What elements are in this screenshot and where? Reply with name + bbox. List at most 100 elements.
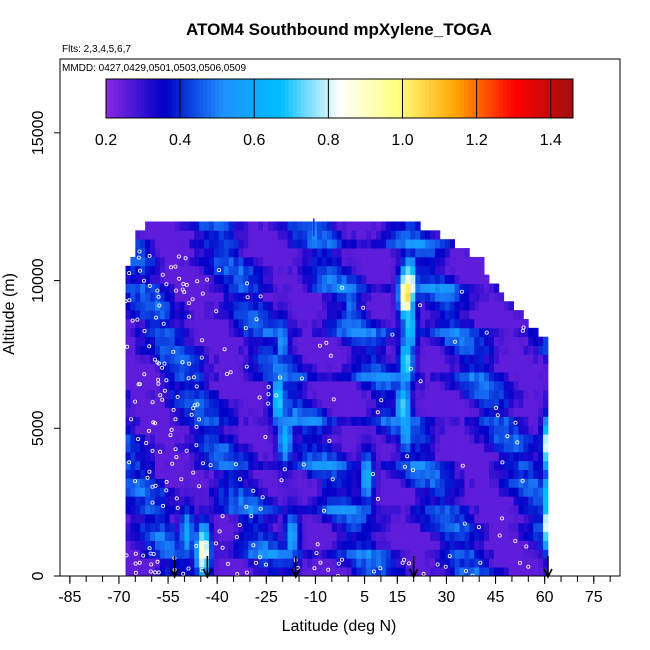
heat-cell	[420, 345, 426, 355]
heat-cell	[233, 487, 239, 497]
heat-cell	[351, 345, 357, 355]
heat-cell	[287, 292, 293, 302]
heat-cell	[434, 460, 441, 471]
heat-cell	[425, 558, 431, 568]
heat-cell	[184, 451, 190, 462]
heat-cell	[484, 389, 490, 400]
heat-cell	[282, 274, 288, 284]
heat-cell	[169, 248, 176, 258]
heat-cell	[528, 354, 534, 364]
sample-point	[142, 328, 147, 333]
heat-cell	[272, 292, 279, 302]
heat-cell	[169, 505, 176, 515]
heat-cell	[223, 221, 230, 231]
heat-cell	[326, 381, 333, 391]
heat-cell	[513, 327, 519, 338]
heat-cell	[459, 487, 465, 497]
heat-cell	[341, 540, 347, 550]
heat-cell	[390, 239, 397, 249]
heat-cell	[164, 469, 171, 479]
heat-cell	[218, 478, 225, 488]
sample-point	[146, 428, 151, 433]
sample-point	[125, 344, 130, 349]
heat-cell	[523, 407, 529, 417]
heat-cell	[484, 478, 490, 488]
heat-cell	[518, 354, 524, 364]
heat-cell	[523, 469, 529, 479]
heat-cell	[125, 460, 131, 471]
heat-cell	[150, 230, 156, 240]
heat-cell	[277, 372, 284, 382]
heat-cell	[425, 363, 431, 373]
heat-cell	[233, 336, 239, 346]
heat-cell	[415, 513, 421, 524]
heat-cell	[489, 301, 495, 311]
heat-cell	[253, 363, 259, 373]
heat-cell	[258, 248, 264, 258]
heat-cell	[272, 487, 279, 497]
heat-cell	[454, 327, 460, 338]
heat-cell	[287, 496, 293, 506]
heat-cell	[454, 460, 460, 471]
heat-cell	[425, 327, 431, 338]
heat-cell	[415, 318, 421, 329]
heat-cell	[341, 478, 347, 488]
heat-cell	[326, 451, 333, 462]
heat-cell	[444, 336, 451, 346]
heat-cell	[169, 469, 176, 479]
heat-cell	[125, 567, 131, 576]
heat-cell	[331, 318, 338, 329]
heat-cell	[317, 549, 323, 559]
heat-cell	[164, 407, 171, 417]
heat-cell	[489, 531, 495, 541]
heat-cell	[218, 354, 225, 364]
heat-cell	[317, 345, 323, 355]
heat-cell	[302, 381, 308, 391]
heat-cell	[204, 265, 210, 276]
sample-point	[156, 377, 161, 382]
heat-cell	[317, 248, 323, 258]
heat-cell	[469, 292, 475, 302]
heat-cell	[503, 416, 510, 426]
heat-cell	[371, 487, 377, 497]
heat-cell	[272, 407, 279, 417]
heat-cell	[130, 301, 136, 311]
heat-cell	[159, 460, 166, 471]
heat-cell	[184, 283, 190, 293]
heat-cell	[194, 345, 200, 355]
heat-cell	[125, 451, 131, 462]
heat-cell	[430, 292, 436, 302]
heat-cell	[213, 496, 220, 506]
colorbar-cell	[226, 79, 232, 118]
heat-cell	[533, 496, 539, 506]
heat-cell	[543, 549, 549, 559]
heat-cell	[400, 425, 406, 435]
heat-cell	[376, 345, 382, 355]
heat-cell	[154, 274, 161, 284]
sample-point	[160, 397, 165, 402]
heat-cell	[341, 443, 347, 453]
heat-cell	[346, 301, 352, 311]
heat-cell	[410, 345, 416, 355]
sample-point	[340, 285, 345, 290]
heat-cell	[164, 513, 171, 524]
heat-cell	[518, 469, 524, 479]
heat-cell	[135, 443, 141, 453]
heat-cell	[204, 354, 210, 364]
heat-cell	[292, 513, 298, 524]
heat-cell	[484, 283, 490, 293]
heat-cell	[361, 310, 367, 320]
heat-cell	[361, 513, 367, 524]
heat-cell	[356, 487, 362, 497]
heat-cell	[484, 345, 490, 355]
heat-cell	[508, 496, 514, 506]
heat-cell	[523, 327, 529, 338]
heat-cell	[248, 265, 254, 276]
heat-cell	[307, 256, 313, 267]
colorbar-cell	[339, 79, 344, 118]
heat-cell	[415, 239, 421, 249]
heat-cell	[272, 381, 279, 391]
heat-cell	[474, 540, 480, 550]
heat-cell	[493, 425, 500, 435]
heat-cell	[125, 327, 131, 338]
